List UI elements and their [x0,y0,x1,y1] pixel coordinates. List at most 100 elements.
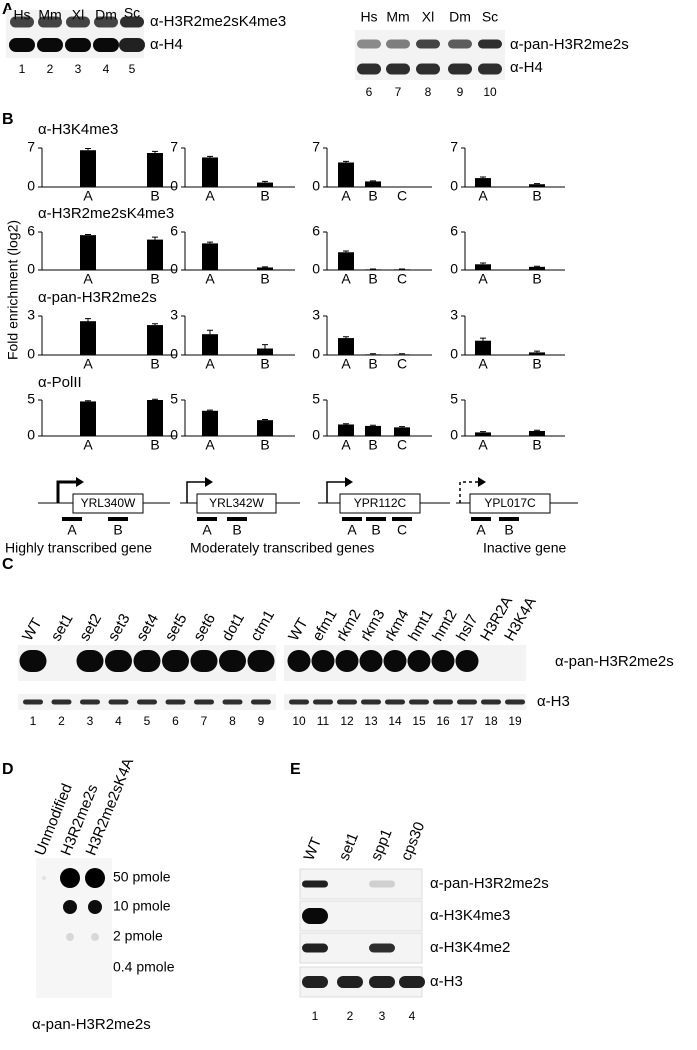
lane-label: rkm2 [333,607,364,644]
lane-label: hmt1 [405,607,436,644]
band [76,650,104,672]
lane-label: set4 [133,611,162,644]
bar [147,153,163,187]
x-tick-label: C [397,188,407,204]
band [10,16,34,28]
band [369,976,395,988]
y-tick-label: 6 [27,223,35,239]
band [287,650,311,672]
lane-label: WT [301,835,326,863]
bar [257,420,273,436]
x-tick-label: A [83,437,93,453]
bar [529,184,545,187]
amount-label: 2 pmole [113,928,163,944]
band [369,880,395,888]
antibody-label: α-pan-H3R2me2s [555,653,674,670]
x-tick-label: B [150,271,159,287]
y-tick-label: 5 [450,391,458,407]
bar [202,410,218,436]
band [38,16,62,28]
error-bar [152,398,158,400]
lane-label: Xl [422,9,434,25]
gene-box [196,493,277,514]
x-tick-label: A [83,188,93,204]
band [399,976,425,988]
band [431,650,455,672]
bar [529,266,545,270]
band [51,699,72,705]
band [357,39,381,49]
bar [529,430,545,436]
error-bar [399,426,405,428]
amplicon [62,517,82,521]
lane-label: Sc [482,9,498,25]
lane-number: 12 [340,714,354,728]
lane-number: 4 [409,1009,416,1023]
lane-number: 5 [144,714,151,728]
lane-number: 15 [412,714,426,728]
lane-number: 10 [483,85,497,99]
amplicon-label: A [347,522,357,538]
band [165,699,186,705]
band [337,976,363,988]
amplicon-label: C [397,522,407,538]
y-tick-label: 0 [170,346,178,362]
band [357,63,381,75]
error-bar [85,148,91,151]
bar [80,235,96,270]
lane-label: set2 [76,611,105,644]
x-tick-label: B [150,356,159,372]
x-tick-label: A [205,271,215,287]
bar [147,325,163,355]
amplicon-label: B [371,522,380,538]
amplicon-label: B [113,522,122,538]
lane-label: rkm3 [357,607,388,644]
band [302,943,328,953]
error-bar [262,418,268,421]
lane-label: set1 [48,611,77,644]
y-tick-label: 0 [170,178,178,194]
x-tick-label: A [205,356,215,372]
panel-label: C [2,556,14,573]
lane-number: 19 [508,714,522,728]
lane-number: 1 [312,1009,319,1023]
error-bar [370,353,376,355]
lane-label: efm1 [309,607,340,644]
lane-label: WT [285,615,311,644]
band [105,650,132,672]
error-bar [343,336,349,339]
amplicon [197,517,217,521]
antibody-label: α-H4 [510,59,543,76]
y-tick-label: 3 [170,307,178,323]
x-tick-label: A [341,437,351,453]
y-tick-label: 0 [27,346,35,362]
band [448,63,472,75]
y-tick-label: 0 [27,427,35,443]
band [302,880,328,888]
dot [88,900,102,914]
amplicon [392,517,412,521]
antibody-label: α-H3 [430,973,463,990]
lane-number: 2 [47,62,54,76]
bar [338,252,354,270]
x-tick-label: B [260,437,269,453]
bar [147,239,163,270]
lane-number: 8 [229,714,236,728]
x-tick-label: B [532,271,541,287]
y-tick-label: 5 [312,391,320,407]
bar [202,243,218,270]
bar [394,354,410,355]
row-title: α-H3R2me2sK4me3 [38,205,174,222]
lane-label: set5 [162,611,191,644]
dot [63,900,77,914]
amplicon-label: B [504,522,513,538]
x-tick-label: B [260,356,269,372]
arrow-head [76,477,84,487]
lane-number: 10 [292,714,306,728]
bar [338,338,354,355]
error-bar [534,183,540,185]
lane-number: 13 [364,714,378,728]
lane-label: ctm1 [247,607,278,644]
error-bar [152,150,158,154]
lane-label: set6 [190,611,219,644]
